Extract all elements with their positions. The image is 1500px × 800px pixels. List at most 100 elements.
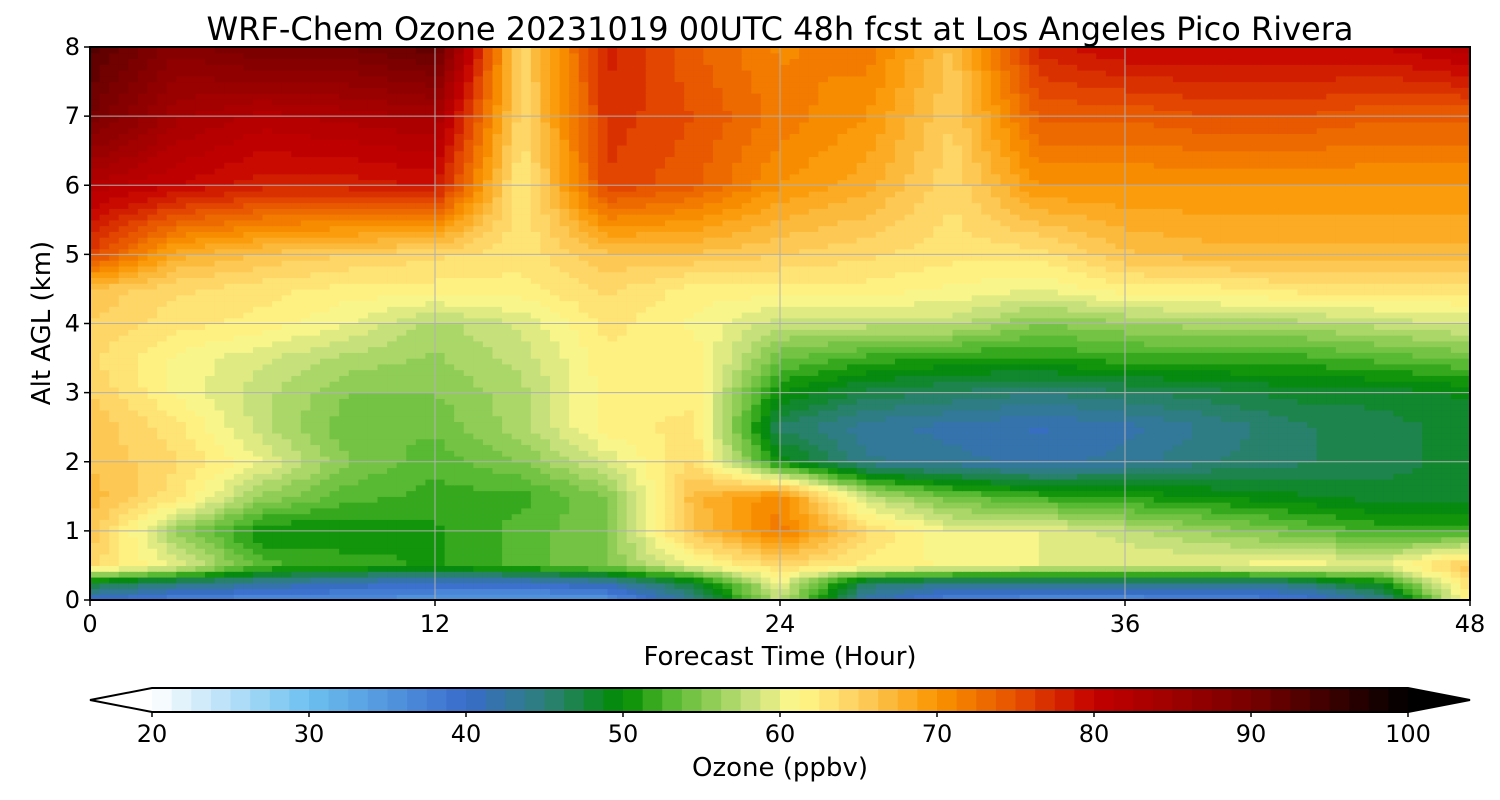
heatmap-cell [1326, 468, 1336, 474]
heatmap-cell [1317, 548, 1327, 554]
heatmap-cell [1240, 577, 1250, 583]
heatmap-cell [713, 508, 723, 514]
heatmap-cell [617, 502, 627, 508]
heatmap-cell [895, 439, 905, 445]
heatmap-cell [128, 583, 138, 589]
heatmap-cell [512, 571, 522, 577]
heatmap-cell [349, 583, 359, 589]
heatmap-cell [1307, 473, 1317, 479]
heatmap-cell [1115, 473, 1125, 479]
heatmap-cell [799, 542, 809, 548]
heatmap-cell [1336, 583, 1346, 589]
heatmap-cell [1365, 588, 1375, 594]
heatmap-cell [195, 468, 205, 474]
heatmap-cell [1307, 537, 1317, 543]
heatmap-cell [454, 502, 464, 508]
heatmap-cell [809, 531, 819, 537]
heatmap-cell [387, 571, 397, 577]
heatmap-cell [397, 496, 407, 502]
heatmap-cell [1192, 560, 1202, 566]
heatmap-cell [1374, 554, 1384, 560]
heatmap-cell [799, 514, 809, 520]
heatmap-cell [703, 468, 713, 474]
heatmap-cell [675, 502, 685, 508]
heatmap-cell [320, 560, 330, 566]
heatmap-cell [914, 468, 924, 474]
heatmap-cell [646, 542, 656, 548]
heatmap-cell [732, 542, 742, 548]
heatmap-cell [924, 462, 934, 468]
heatmap-cell [636, 462, 646, 468]
heatmap-cell [435, 588, 445, 594]
heatmap-cell [828, 577, 838, 583]
heatmap-cell [253, 496, 263, 502]
heatmap-cell [1010, 519, 1020, 525]
heatmap-cell [1211, 560, 1221, 566]
heatmap-cell [1250, 583, 1260, 589]
heatmap-cell [493, 450, 503, 456]
heatmap-cell [972, 439, 982, 445]
heatmap-cell [378, 542, 388, 548]
heatmap-cell [1096, 439, 1106, 445]
heatmap-cell [732, 502, 742, 508]
heatmap-cell [1115, 519, 1125, 525]
heatmap-cell [905, 588, 915, 594]
heatmap-cell [502, 473, 512, 479]
heatmap-cell [981, 496, 991, 502]
heatmap-cell [550, 577, 560, 583]
heatmap-cell [636, 554, 646, 560]
heatmap-cell [675, 571, 685, 577]
heatmap-cell [435, 462, 445, 468]
heatmap-cell [838, 473, 848, 479]
heatmap-cell [866, 439, 876, 445]
heatmap-cell [1020, 565, 1030, 571]
heatmap-cell [953, 565, 963, 571]
heatmap-cell [1345, 531, 1355, 537]
heatmap-cell [1106, 433, 1116, 439]
heatmap-cell [895, 577, 905, 583]
heatmap-cell [579, 444, 589, 450]
heatmap-cell [445, 565, 455, 571]
heatmap-cell [876, 577, 886, 583]
heatmap-cell [1211, 514, 1221, 520]
heatmap-cell [1230, 496, 1240, 502]
heatmap-cell [1240, 565, 1250, 571]
heatmap-cell [627, 571, 637, 577]
heatmap-cell [751, 502, 761, 508]
heatmap-cell [291, 571, 301, 577]
heatmap-cell [828, 560, 838, 566]
heatmap-cell [780, 565, 790, 571]
heatmap-cell [109, 577, 119, 583]
heatmap-cell [425, 531, 435, 537]
heatmap-cell [751, 519, 761, 525]
heatmap-cell [339, 485, 349, 491]
heatmap-cell [186, 531, 196, 537]
heatmap-cell [1029, 565, 1039, 571]
heatmap-cell [646, 531, 656, 537]
heatmap-cell [282, 548, 292, 554]
heatmap-cell [1096, 554, 1106, 560]
heatmap-cell [953, 433, 963, 439]
heatmap-cell [167, 496, 177, 502]
heatmap-cell [425, 485, 435, 491]
heatmap-cell [1020, 485, 1030, 491]
heatmap-cell [445, 468, 455, 474]
heatmap-cell [1355, 496, 1365, 502]
heatmap-cell [780, 433, 790, 439]
heatmap-cell [138, 542, 148, 548]
heatmap-cell [818, 548, 828, 554]
heatmap-cell [253, 444, 263, 450]
heatmap-cell [684, 531, 694, 537]
heatmap-cell [1039, 531, 1049, 537]
heatmap-cell [119, 491, 129, 497]
heatmap-cell [703, 444, 713, 450]
heatmap-cell [138, 439, 148, 445]
heatmap-cell [416, 479, 426, 485]
heatmap-cell [1230, 548, 1240, 554]
heatmap-cell [1355, 571, 1365, 577]
heatmap-cell [1087, 531, 1097, 537]
heatmap-cell [1298, 462, 1308, 468]
heatmap-cell [943, 560, 953, 566]
heatmap-cell [1125, 588, 1135, 594]
heatmap-cell [157, 571, 167, 577]
